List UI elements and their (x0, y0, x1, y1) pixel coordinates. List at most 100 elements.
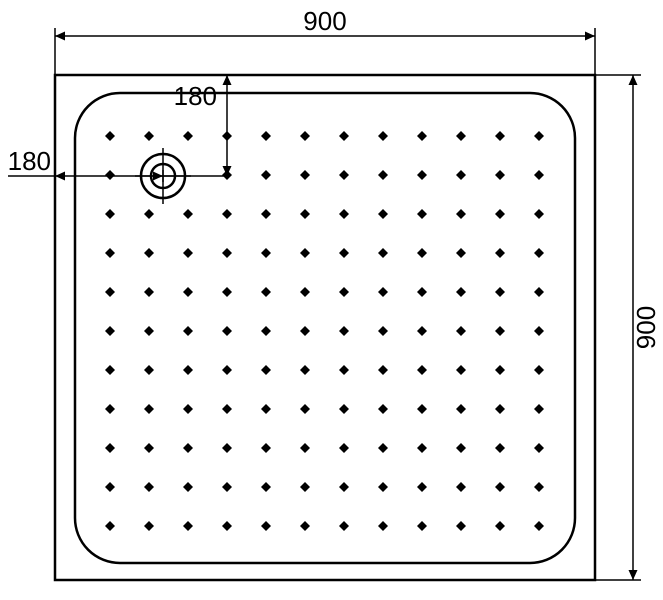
antislip-dot (222, 248, 232, 258)
antislip-dot (534, 521, 544, 531)
antislip-dot (495, 287, 505, 297)
antislip-dot (105, 326, 115, 336)
antislip-dot (339, 170, 349, 180)
antislip-dot (300, 482, 310, 492)
antislip-dot (105, 287, 115, 297)
antislip-dot (339, 365, 349, 375)
antislip-dot (339, 521, 349, 531)
antislip-dot (222, 404, 232, 414)
antislip-dot (222, 287, 232, 297)
antislip-dot (456, 326, 466, 336)
antislip-dot (456, 482, 466, 492)
antislip-dot (183, 443, 193, 453)
dim-width-label: 900 (303, 6, 346, 36)
antislip-dot (456, 287, 466, 297)
antislip-dot (456, 443, 466, 453)
antislip-dot (495, 482, 505, 492)
antislip-dot (534, 209, 544, 219)
antislip-dot (339, 248, 349, 258)
antislip-dot (378, 131, 388, 141)
antislip-dot (300, 209, 310, 219)
antislip-dot (378, 287, 388, 297)
antislip-dot (378, 209, 388, 219)
antislip-dot (105, 482, 115, 492)
antislip-dot (183, 521, 193, 531)
antislip-dot (339, 404, 349, 414)
antislip-dot (261, 287, 271, 297)
antislip-dot (261, 365, 271, 375)
antislip-dot (378, 170, 388, 180)
antislip-dot (456, 209, 466, 219)
antislip-dot (534, 482, 544, 492)
antislip-dot (456, 131, 466, 141)
dim-height-900: 900 (595, 75, 661, 580)
antislip-dot (456, 365, 466, 375)
antislip-dot (417, 443, 427, 453)
antislip-dot (417, 131, 427, 141)
antislip-dot (222, 326, 232, 336)
antislip-dot (144, 287, 154, 297)
antislip-dot (495, 131, 505, 141)
dim-width-900: 900 (55, 6, 595, 75)
antislip-dot (144, 209, 154, 219)
antislip-dot (417, 365, 427, 375)
antislip-dot (495, 326, 505, 336)
antislip-dot (339, 287, 349, 297)
antislip-dot (105, 404, 115, 414)
antislip-dot (261, 326, 271, 336)
antislip-dot (495, 170, 505, 180)
outer-frame (55, 75, 595, 580)
antislip-dot (534, 131, 544, 141)
antislip-dot (417, 248, 427, 258)
antislip-dot (339, 326, 349, 336)
antislip-dot (417, 521, 427, 531)
antislip-dot (495, 443, 505, 453)
antislip-dot (105, 170, 115, 180)
antislip-dot (417, 482, 427, 492)
antislip-dot (183, 248, 193, 258)
antislip-dot (144, 248, 154, 258)
dim-drain-x-180: 180 (8, 146, 163, 182)
antislip-dot (261, 209, 271, 219)
antislip-dot (417, 209, 427, 219)
antislip-dot (378, 248, 388, 258)
antislip-dot (300, 131, 310, 141)
antislip-dot (144, 443, 154, 453)
antislip-dot (183, 131, 193, 141)
antislip-dot (105, 209, 115, 219)
antislip-dot (417, 326, 427, 336)
antislip-dot (378, 482, 388, 492)
antislip-dot (183, 326, 193, 336)
antislip-dot (339, 482, 349, 492)
antislip-dot (456, 170, 466, 180)
antislip-dot (300, 365, 310, 375)
antislip-dot (222, 209, 232, 219)
antislip-dot (300, 287, 310, 297)
antislip-dot (183, 404, 193, 414)
antislip-dot (222, 443, 232, 453)
dim-drain-y-label: 180 (174, 81, 217, 111)
antislip-dot (105, 521, 115, 531)
antislip-dot (300, 443, 310, 453)
antislip-dot (144, 482, 154, 492)
antislip-dot (144, 404, 154, 414)
antislip-dot (300, 170, 310, 180)
antislip-dot (183, 287, 193, 297)
antislip-dot (534, 443, 544, 453)
antislip-dot (534, 287, 544, 297)
antislip-dot (261, 248, 271, 258)
antislip-dot (105, 443, 115, 453)
antislip-dot (222, 521, 232, 531)
antislip-dot (417, 404, 427, 414)
antislip-dot (495, 248, 505, 258)
dim-drain-x-label: 180 (8, 146, 51, 176)
antislip-dot (105, 248, 115, 258)
antislip-dot (534, 365, 544, 375)
antislip-dot (417, 287, 427, 297)
antislip-dot (456, 248, 466, 258)
antislip-dot (456, 404, 466, 414)
antislip-dot (534, 170, 544, 180)
antislip-dot (300, 521, 310, 531)
antislip-dot (261, 521, 271, 531)
antislip-dot (105, 365, 115, 375)
